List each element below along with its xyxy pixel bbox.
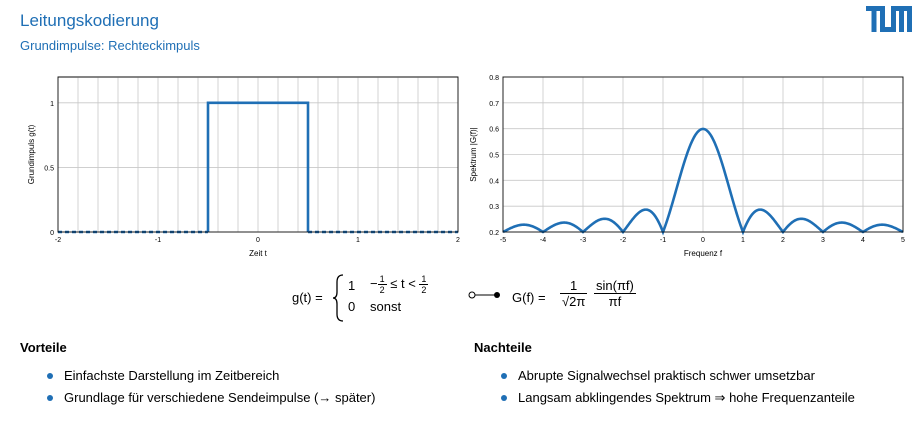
tum-logo (866, 6, 912, 32)
x-tick-label: -4 (540, 237, 546, 244)
case2-value: 0 (348, 299, 356, 314)
x-axis-label: Zeit t (249, 249, 268, 258)
rhs-frac: 1 √2π (560, 278, 588, 309)
rect-pulse-chart: 0 0.5 1 -2 -1 0 1 2 Zeit t Grundimpuls g(t) (27, 76, 460, 258)
nachteile-heading: Nachteile (474, 340, 532, 355)
y-tick-label: 1 (50, 101, 54, 108)
x-tick-label: 0 (701, 237, 705, 244)
x-tick-label: 5 (901, 237, 905, 244)
y-axis-label: Grundimpuls g(t) (27, 124, 36, 184)
y-tick-label: 0.5 (44, 165, 54, 172)
y-tick-label: 0.6 (489, 127, 499, 134)
list-item-text: Langsam abklingendes Spektrum ⇒ hohe Fre… (518, 390, 855, 405)
x-tick-label: -2 (55, 237, 61, 244)
x-tick-label: -1 (155, 237, 161, 244)
bullet-icon (501, 395, 507, 401)
formula-G-lhs: G(f) = (512, 290, 546, 305)
sinc-frac: sin(πf) πf (594, 278, 636, 309)
y-tick-label: 0.5 (489, 153, 499, 160)
x-tick-label: -5 (500, 237, 506, 244)
case1-value: 1 (348, 278, 356, 293)
x-tick-label: 1 (356, 237, 360, 244)
list-item-text: Einfachste Darstellung im Zeitbereich (64, 368, 280, 383)
sinc-num: sin(πf) (594, 278, 636, 294)
page-subtitle: Grundimpulse: Rechteckimpuls (20, 38, 200, 53)
x-tick-label: 2 (456, 237, 460, 244)
rhs-num: 1 (560, 278, 588, 294)
list-item-text: Abrupte Signalwechsel praktisch schwer u… (518, 368, 815, 383)
nachteile-list: Abrupte Signalwechsel praktisch schwer u… (492, 367, 855, 411)
x-tick-label: 2 (781, 237, 785, 244)
brace (333, 274, 344, 322)
y-tick-label: 0.2 (489, 230, 499, 237)
page-title: Leitungskodierung (20, 11, 159, 30)
list-item-text: Grundlage für verschiedene Sendeimpulse … (64, 390, 376, 405)
case1-half-den-a: 2 (379, 285, 385, 295)
y-axis-label: Spektrum |G(f)| (469, 127, 478, 181)
x-axis-label: Frequenz f (684, 249, 723, 258)
formula-g-lhs: g(t) = (292, 290, 323, 305)
x-tick-label: -3 (580, 237, 586, 244)
vorteile-heading: Vorteile (20, 340, 67, 355)
y-tick-label: 0.8 (489, 75, 499, 82)
x-tick-label: -2 (620, 237, 626, 244)
plot-frame (502, 76, 904, 233)
y-tick-label: 0.4 (489, 178, 499, 185)
case1-half-num-a: 1 (377, 274, 387, 285)
x-tick-label: 1 (741, 237, 745, 244)
y-tick-label: 0.3 (489, 204, 499, 211)
bullet-icon (47, 373, 53, 379)
y-tick-label: 0.7 (489, 101, 499, 108)
list-item: Langsam abklingendes Spektrum ⇒ hohe Fre… (492, 389, 855, 411)
list-item: Einfachste Darstellung im Zeitbereich (38, 367, 375, 389)
y-tick-label: 0 (50, 230, 54, 237)
bullet-icon (501, 373, 507, 379)
series-line (206, 101, 310, 232)
case1-cond-mid: ≤ t < (390, 275, 416, 291)
x-tick-label: 0 (256, 237, 260, 244)
rhs-den: 2π (569, 294, 586, 309)
x-tick-label: 4 (861, 237, 865, 244)
bullet-icon (47, 395, 53, 401)
x-tick-label: 3 (821, 237, 825, 244)
case2-cond: sonst (370, 299, 402, 314)
list-item: Abrupte Signalwechsel praktisch schwer u… (492, 367, 855, 389)
vorteile-list: Einfachste Darstellung im Zeitbereich Gr… (38, 367, 375, 411)
spectrum-chart: -5 -4 -3 -2 -1 0 1 2 3 4 5 0.2 0.3 0.4 0.5 0.6 0.7 0.8 Fre… (469, 75, 905, 258)
case1-half-num-b: 1 (419, 274, 429, 285)
correspondence-icon (468, 291, 500, 299)
sinc-den: πf (608, 294, 622, 309)
x-tick-label: -1 (660, 237, 666, 244)
case1-half-den-b: 2 (421, 285, 427, 295)
plot-frame (57, 76, 459, 233)
list-item: Grundlage für verschiedene Sendeimpulse … (38, 389, 375, 411)
spectrum-line (502, 127, 904, 236)
